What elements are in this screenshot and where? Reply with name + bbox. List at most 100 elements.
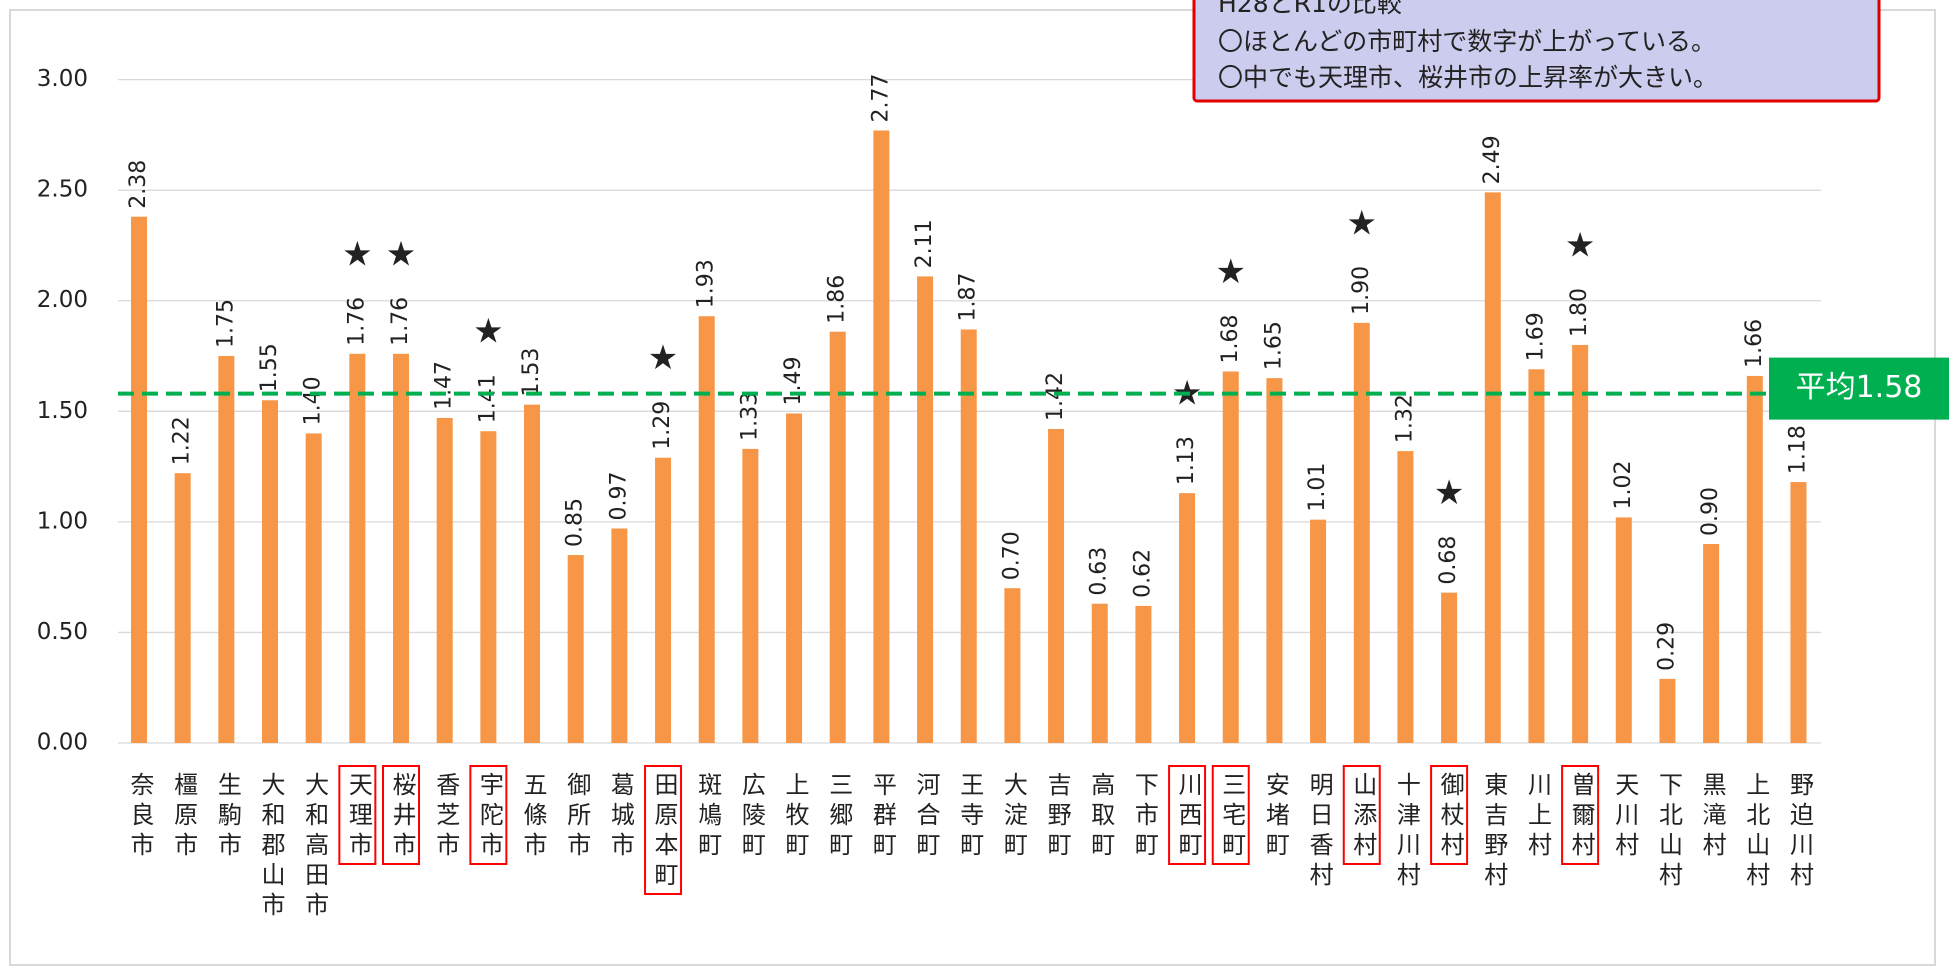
value-label: 1.93	[694, 259, 719, 308]
value-label: 0.62	[1130, 549, 1155, 598]
annotation: 〇中でも天理市、桜井市の上昇率が大きい。	[1218, 63, 1718, 92]
x-tick-label: 東吉野村	[1480, 772, 1508, 892]
bar	[698, 316, 715, 743]
value-label: 1.32	[1392, 394, 1417, 443]
value-label: 1.42	[1043, 372, 1068, 421]
value-label: 1.75	[213, 299, 238, 348]
bar	[1746, 375, 1763, 743]
highlight-box	[1430, 765, 1469, 865]
x-tick-label: 御杖村	[1436, 772, 1464, 862]
x-tick-label: 奈良市	[126, 772, 154, 862]
value-label: 0.63	[1087, 547, 1112, 596]
bar	[1528, 369, 1545, 743]
plot-area: 0.00 0.50 1.00 1.50 2.00 2.50 3.00 2.38 奈良市 1.22 橿…	[37, 66, 1949, 922]
bar	[436, 417, 453, 743]
highlight-box	[1211, 765, 1250, 865]
bar	[305, 433, 322, 743]
bar	[786, 413, 803, 743]
bar	[1659, 678, 1676, 743]
bar	[873, 130, 890, 743]
bar	[1441, 592, 1458, 743]
x-tick-label: 三郷町	[825, 772, 853, 862]
star: ★	[1565, 225, 1595, 265]
highlight-box	[1561, 765, 1600, 865]
value-label: 1.86	[825, 275, 850, 324]
star: ★	[1216, 252, 1246, 292]
value-label: 1.47	[432, 361, 457, 410]
x-tick-label: 田原本町	[650, 772, 678, 892]
value-label: 1.40	[301, 376, 326, 425]
bar	[393, 353, 410, 743]
star: ★	[342, 234, 372, 274]
y-tick-label: 1.50	[37, 398, 88, 424]
x-tick-label: 香芝市	[432, 772, 460, 862]
bar	[262, 400, 279, 743]
x-tick-label: 葛城市	[606, 772, 634, 862]
x-tick-label: 野迫川村	[1785, 772, 1813, 892]
x-tick-label: 大淀町	[999, 772, 1027, 862]
bar	[742, 448, 759, 743]
y-tick-label: 2.50	[37, 177, 88, 203]
bar	[1790, 482, 1807, 743]
bar	[131, 216, 147, 744]
x-tick-label: 宇陀市	[475, 772, 503, 862]
bar	[1222, 371, 1239, 743]
value-label: 1.33	[737, 392, 762, 441]
bar	[917, 276, 934, 743]
average-label: 平均1.58	[1796, 370, 1923, 405]
x-tick-label: 斑鳩町	[694, 772, 722, 862]
bar	[960, 329, 977, 743]
value-label: 1.87	[956, 272, 981, 321]
x-tick-label: 安堵町	[1261, 772, 1289, 862]
y-tick-label: 3.00	[37, 66, 88, 92]
value-label: 1.01	[1305, 463, 1330, 512]
x-tick-label: 上北山村	[1742, 772, 1770, 892]
highlight-box	[469, 765, 508, 865]
star: ★	[473, 312, 503, 352]
x-tick-label: 曽爾村	[1567, 772, 1595, 862]
value-label: 0.68	[1436, 536, 1461, 585]
value-label: 1.90	[1349, 266, 1374, 315]
x-tick-label: 黒滝村	[1698, 772, 1726, 862]
bar	[1484, 192, 1501, 744]
bar	[1091, 603, 1108, 743]
x-tick-label: 天理市	[344, 772, 372, 862]
highlight-box	[1168, 765, 1207, 865]
x-tick-label: 上牧町	[781, 772, 809, 862]
x-tick-label: 山添村	[1349, 772, 1377, 862]
x-tick-label: 河合町	[912, 772, 940, 862]
highlight-box	[338, 765, 377, 865]
x-tick-label: 十津川村	[1392, 772, 1420, 892]
bar	[1048, 428, 1065, 743]
bar	[1572, 344, 1589, 743]
value-label: 1.13	[1174, 436, 1199, 485]
value-label: 2.38	[126, 160, 151, 209]
x-tick-label: 下市町	[1130, 772, 1158, 862]
star: ★	[1347, 203, 1377, 243]
annotation: H28とR1の比較	[1218, 0, 1402, 18]
value-label: 0.90	[1698, 487, 1723, 536]
bar	[1266, 378, 1283, 743]
value-label: 0.29	[1654, 622, 1679, 671]
value-label: 1.18	[1785, 425, 1810, 474]
value-label: 0.97	[606, 472, 631, 521]
x-tick-label: 吉野町	[1043, 772, 1071, 862]
x-tick-label: 明日香村	[1305, 772, 1333, 892]
y-tick-label: 2.00	[37, 287, 88, 313]
x-tick-label: 広陵町	[737, 772, 765, 862]
x-tick-label: 生駒市	[213, 772, 241, 862]
bar	[611, 528, 628, 743]
bar	[1353, 322, 1370, 743]
y-tick-label: 0.00	[37, 730, 88, 756]
bar	[480, 431, 497, 743]
bar	[655, 457, 672, 743]
x-tick-label: 三宅町	[1218, 772, 1246, 862]
value-label: 1.68	[1218, 315, 1243, 364]
star: ★	[1434, 473, 1464, 513]
bar	[1179, 493, 1196, 743]
bar	[524, 404, 541, 743]
value-label: 1.65	[1261, 321, 1286, 370]
value-label: 1.76	[344, 297, 369, 346]
x-tick-label: 高取町	[1087, 772, 1115, 862]
